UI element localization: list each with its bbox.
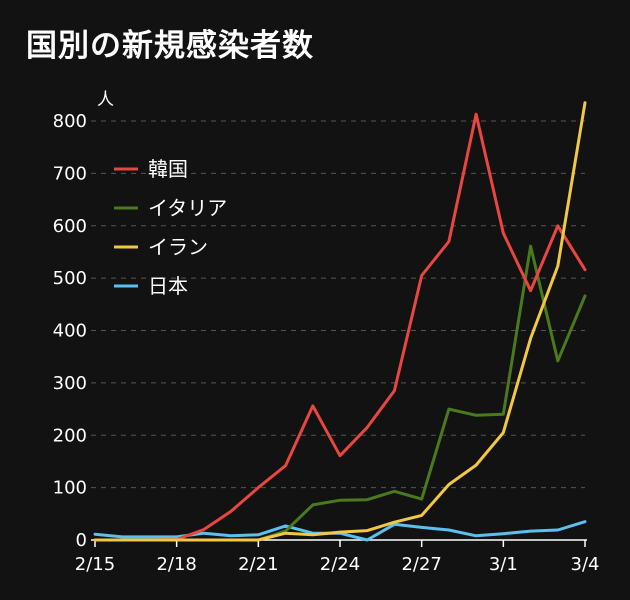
x-tick-label: 2/24	[320, 554, 360, 575]
y-axis-unit: 人	[97, 90, 114, 110]
y-tick-label: 300	[53, 373, 87, 394]
y-tick-label: 800	[53, 111, 87, 132]
y-tick-label: 200	[53, 425, 87, 446]
x-tick-label: 3/1	[489, 554, 518, 575]
y-tick-label: 500	[53, 268, 87, 289]
x-tick-label: 2/21	[238, 554, 278, 575]
legend-label: イタリア	[148, 196, 227, 220]
series-lines	[93, 101, 587, 542]
series-line-3	[93, 101, 587, 542]
y-tick-label: 600	[53, 216, 87, 237]
legend-label: イラン	[148, 235, 208, 259]
legend-label: 日本	[148, 274, 188, 298]
chart-title: 国別の新規感染者数	[26, 28, 314, 64]
axes: 0 100 200 300 400 500 600 700 800 2/15 2/18 2/21 2/2…	[53, 111, 600, 575]
y-tick-label: 100	[53, 478, 87, 499]
legend-label: 韓国	[148, 157, 188, 181]
x-tick-label: 2/27	[401, 554, 441, 575]
x-tick-label: 3/4	[571, 554, 600, 575]
y-tick-label: 700	[53, 163, 87, 184]
y-tick-label: 0	[76, 530, 87, 551]
y-tick-label: 400	[53, 321, 87, 342]
x-tick-label: 2/18	[156, 554, 196, 575]
x-tick-label: 2/15	[75, 554, 115, 575]
